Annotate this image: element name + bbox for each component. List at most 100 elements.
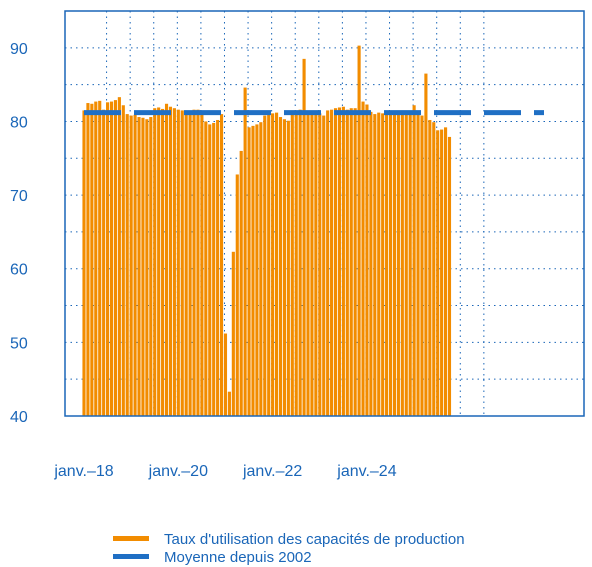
bar bbox=[436, 130, 440, 417]
x-tick-label: janv.–22 bbox=[242, 463, 302, 480]
bar bbox=[255, 124, 259, 417]
legend-swatch-usage bbox=[113, 536, 149, 541]
bar bbox=[164, 103, 169, 417]
bar bbox=[251, 125, 255, 416]
bar bbox=[416, 114, 420, 416]
bars bbox=[82, 45, 452, 417]
bar bbox=[212, 122, 216, 416]
bar bbox=[121, 105, 125, 416]
x-tick-label: janv.–24 bbox=[336, 463, 396, 480]
bar bbox=[357, 45, 361, 416]
bar bbox=[333, 108, 338, 416]
bar bbox=[259, 122, 263, 416]
bar bbox=[129, 115, 133, 417]
bar bbox=[176, 109, 180, 416]
bar bbox=[184, 112, 188, 417]
y-tick-label: 90 bbox=[10, 41, 28, 58]
bar bbox=[200, 111, 204, 416]
bar bbox=[314, 112, 318, 417]
bar bbox=[330, 109, 334, 416]
bar bbox=[337, 107, 342, 417]
y-axis: 40 50 60 70 80 90 bbox=[10, 41, 28, 426]
bar bbox=[90, 103, 94, 417]
bar bbox=[373, 114, 377, 416]
bar bbox=[440, 129, 444, 416]
bar bbox=[117, 97, 121, 417]
y-tick-label: 80 bbox=[10, 114, 28, 131]
bar bbox=[219, 114, 224, 416]
bar bbox=[267, 114, 271, 416]
bar bbox=[278, 117, 283, 416]
bar bbox=[172, 108, 176, 416]
y-tick-label: 50 bbox=[10, 335, 28, 352]
bar bbox=[302, 58, 306, 416]
bar bbox=[365, 104, 369, 416]
bar bbox=[432, 122, 436, 416]
bar bbox=[188, 111, 192, 417]
bar bbox=[247, 127, 251, 416]
bar bbox=[133, 114, 137, 416]
bar bbox=[113, 100, 118, 416]
bar bbox=[235, 174, 239, 416]
bar bbox=[424, 73, 428, 416]
bar bbox=[400, 113, 404, 416]
bar bbox=[239, 150, 243, 416]
bar bbox=[341, 106, 345, 417]
bar bbox=[361, 101, 365, 416]
bar bbox=[404, 114, 408, 416]
bar bbox=[168, 106, 173, 417]
bar bbox=[192, 109, 196, 416]
bar bbox=[109, 101, 114, 416]
bar bbox=[322, 115, 326, 417]
bar bbox=[243, 87, 247, 416]
y-tick-label: 60 bbox=[10, 262, 28, 279]
bar bbox=[345, 109, 349, 416]
bar bbox=[157, 107, 161, 417]
bar bbox=[385, 111, 389, 416]
bar bbox=[318, 113, 322, 416]
bar bbox=[231, 251, 235, 416]
bar bbox=[392, 112, 397, 417]
bar bbox=[161, 108, 165, 416]
bar bbox=[282, 119, 286, 416]
bar bbox=[294, 111, 298, 417]
plot-frame bbox=[64, 10, 585, 417]
bar bbox=[223, 333, 228, 416]
bar bbox=[290, 112, 294, 417]
bar bbox=[408, 112, 412, 417]
bar bbox=[396, 114, 400, 416]
bar bbox=[98, 100, 102, 416]
bar bbox=[298, 109, 302, 416]
bar bbox=[82, 110, 86, 416]
bar bbox=[420, 115, 424, 417]
bar bbox=[145, 119, 149, 416]
bar bbox=[216, 119, 220, 417]
bar bbox=[263, 115, 267, 417]
bar bbox=[204, 121, 208, 417]
legend-label-average: Moyenne depuis 2002 bbox=[164, 549, 312, 566]
bar bbox=[275, 112, 279, 417]
legend-label-usage: Taux d'utilisation des capacités de prod… bbox=[164, 531, 465, 548]
bar bbox=[149, 117, 153, 416]
y-tick-label: 70 bbox=[10, 188, 28, 205]
bar bbox=[377, 112, 381, 417]
bar bbox=[106, 102, 110, 417]
bar bbox=[141, 117, 145, 416]
bar bbox=[443, 127, 448, 416]
bar bbox=[349, 108, 353, 416]
x-tick-label: janv.–20 bbox=[148, 463, 208, 480]
bar bbox=[412, 105, 416, 416]
bar bbox=[94, 101, 98, 416]
bar bbox=[180, 110, 184, 416]
bar bbox=[353, 108, 357, 416]
bar bbox=[326, 110, 330, 416]
bar bbox=[286, 120, 290, 416]
bar bbox=[310, 111, 314, 416]
bar bbox=[381, 113, 385, 416]
bar bbox=[86, 103, 90, 416]
bar bbox=[196, 109, 200, 416]
bar bbox=[137, 117, 141, 416]
bar bbox=[227, 391, 231, 416]
x-tick-label: janv.–18 bbox=[53, 463, 113, 480]
